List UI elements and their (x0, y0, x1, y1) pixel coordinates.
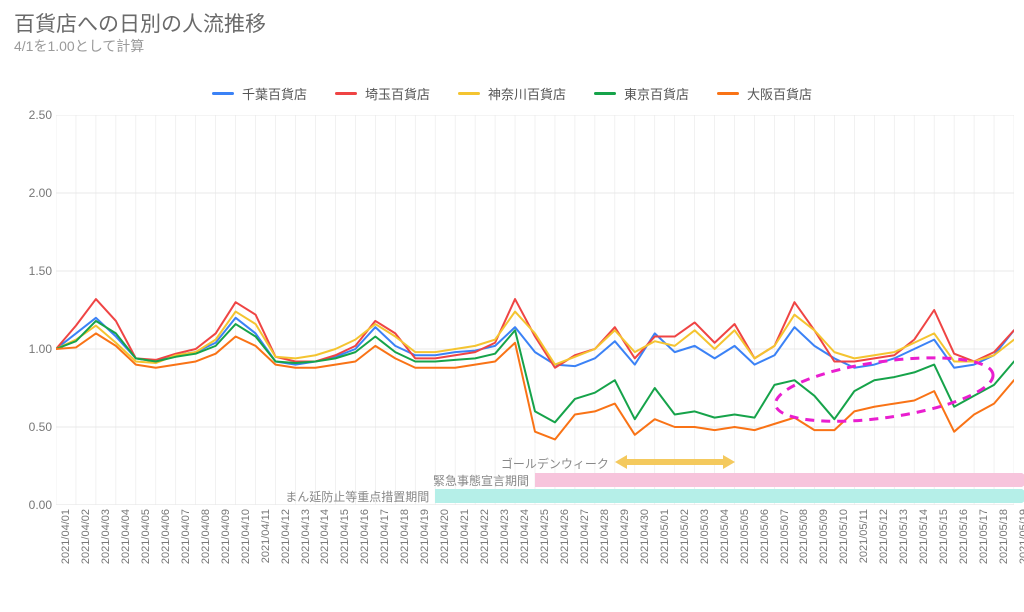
x-tick-label: 2021/05/09 (818, 509, 830, 564)
golden-week-label: ゴールデンウィーク (501, 455, 609, 472)
x-tick-label: 2021/05/05 (739, 509, 751, 564)
page-subtitle: 4/1を1.00として計算 (14, 36, 144, 56)
legend-item[interactable]: 神奈川百貨店 (458, 84, 566, 103)
legend-label: 埼玉百貨店 (365, 84, 430, 103)
x-tick-label: 2021/05/14 (918, 509, 930, 564)
period-band-label: まん延防止等重点措置期間 (285, 488, 429, 505)
x-tick-label: 2021/05/12 (878, 509, 890, 564)
x-tick-label: 2021/04/03 (100, 509, 112, 564)
x-tick-label: 2021/04/04 (120, 509, 132, 564)
y-tick-label: 1.50 (4, 264, 52, 278)
y-tick-label: 2.50 (4, 108, 52, 122)
x-tick-label: 2021/04/20 (439, 509, 451, 564)
legend-swatch (458, 92, 480, 95)
x-tick-label: 2021/04/26 (559, 509, 571, 564)
x-tick-label: 2021/05/15 (938, 509, 950, 564)
x-tick-label: 2021/04/11 (260, 509, 272, 563)
x-tick-label: 2021/05/19 (1018, 509, 1024, 564)
legend-swatch (212, 92, 234, 95)
x-tick-label: 2021/04/01 (60, 509, 72, 564)
legend-swatch (594, 92, 616, 95)
period-band-label: 緊急事態宣言期間 (433, 472, 529, 489)
legend-item[interactable]: 埼玉百貨店 (335, 84, 430, 103)
y-tick-label: 0.50 (4, 420, 52, 434)
x-tick-label: 2021/05/04 (719, 509, 731, 564)
x-tick-label: 2021/04/22 (479, 509, 491, 564)
page-title: 百貨店への日別の人流推移 (14, 8, 266, 38)
x-tick-label: 2021/05/07 (779, 509, 791, 564)
x-tick-label: 2021/04/30 (639, 509, 651, 564)
x-tick-label: 2021/04/14 (319, 509, 331, 564)
x-tick-label: 2021/04/19 (419, 509, 431, 564)
x-tick-label: 2021/05/18 (998, 509, 1010, 564)
x-tick-label: 2021/05/10 (838, 509, 850, 564)
x-tick-label: 2021/05/03 (699, 509, 711, 564)
legend-label: 千葉百貨店 (242, 84, 307, 103)
legend-swatch (335, 92, 357, 95)
y-tick-label: 1.00 (4, 342, 52, 356)
x-tick-label: 2021/04/15 (339, 509, 351, 564)
x-tick-label: 2021/04/08 (200, 509, 212, 564)
x-tick-label: 2021/04/18 (399, 509, 411, 564)
x-tick-label: 2021/04/23 (499, 509, 511, 564)
x-tick-label: 2021/05/06 (759, 509, 771, 564)
x-tick-label: 2021/05/11 (858, 509, 870, 563)
x-tick-label: 2021/04/13 (300, 509, 312, 564)
legend-swatch (717, 92, 739, 95)
legend-item[interactable]: 大阪百貨店 (717, 84, 812, 103)
x-tick-label: 2021/04/17 (379, 509, 391, 564)
y-tick-label: 0.00 (4, 498, 52, 512)
x-tick-label: 2021/04/12 (280, 509, 292, 564)
x-tick-label: 2021/04/29 (619, 509, 631, 564)
x-tick-label: 2021/04/21 (459, 509, 471, 564)
x-tick-label: 2021/04/06 (160, 509, 172, 564)
x-tick-label: 2021/04/27 (579, 509, 591, 564)
legend-item[interactable]: 千葉百貨店 (212, 84, 307, 103)
legend-label: 東京百貨店 (624, 84, 689, 103)
legend-label: 神奈川百貨店 (488, 84, 566, 103)
x-tick-label: 2021/05/01 (659, 509, 671, 564)
x-tick-label: 2021/05/13 (898, 509, 910, 564)
legend-label: 大阪百貨店 (747, 84, 812, 103)
x-tick-label: 2021/04/28 (599, 509, 611, 564)
chart-svg (56, 115, 1014, 505)
x-tick-label: 2021/04/24 (519, 509, 531, 564)
period-band: 緊急事態宣言期間 (535, 473, 1022, 487)
x-tick-label: 2021/04/02 (80, 509, 92, 564)
chart-plot-area: 0.000.501.001.502.002.50 2021/04/012021/… (56, 115, 1014, 505)
x-tick-label: 2021/04/05 (140, 509, 152, 564)
x-tick-label: 2021/04/07 (180, 509, 192, 564)
x-tick-label: 2021/04/09 (220, 509, 232, 564)
y-tick-label: 2.00 (4, 186, 52, 200)
x-tick-label: 2021/05/17 (978, 509, 990, 564)
x-tick-label: 2021/04/16 (359, 509, 371, 564)
period-band: まん延防止等重点措置期間 (435, 489, 1022, 503)
x-tick-label: 2021/04/10 (240, 509, 252, 564)
x-tick-label: 2021/05/02 (679, 509, 691, 564)
x-tick-label: 2021/05/08 (798, 509, 810, 564)
x-tick-label: 2021/05/16 (958, 509, 970, 564)
golden-week-arrow: ゴールデンウィーク (615, 457, 735, 467)
legend-item[interactable]: 東京百貨店 (594, 84, 689, 103)
chart-legend: 千葉百貨店 埼玉百貨店 神奈川百貨店 東京百貨店 大阪百貨店 (0, 84, 1024, 103)
x-tick-label: 2021/04/25 (539, 509, 551, 564)
